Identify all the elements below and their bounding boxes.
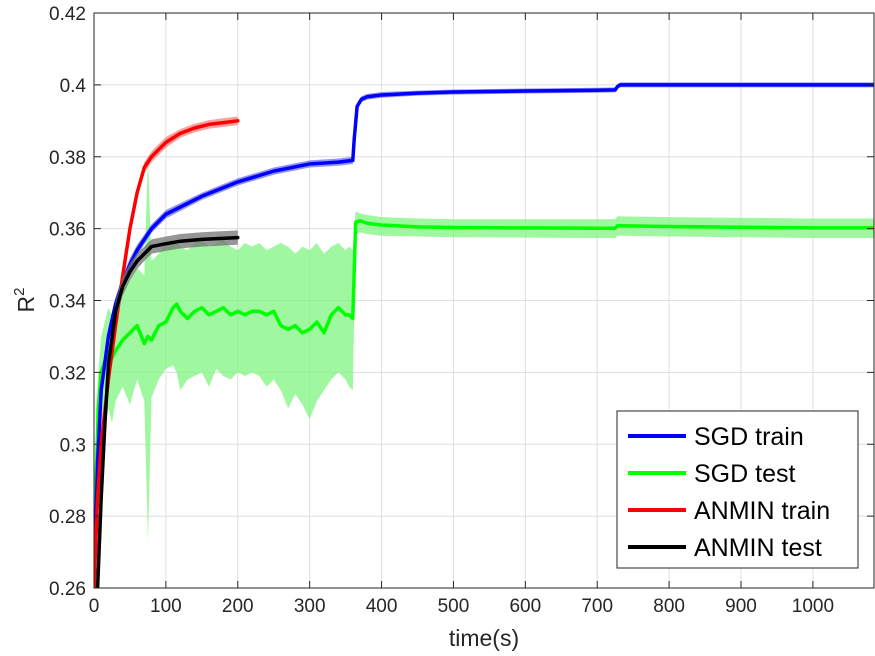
y-tick-label: 0.3 [60, 435, 86, 456]
anmin-test-line [95, 235, 240, 588]
y-tick-label: 0.32 [49, 363, 86, 384]
series-layer [94, 82, 874, 588]
y-axis-title: R2 [11, 288, 39, 313]
x-tick-label: 300 [294, 596, 326, 617]
y-tick-label: 0.4 [60, 76, 87, 97]
x-tick-label: 600 [509, 596, 541, 617]
legend-label-anmin-test: ANMIN test [694, 534, 822, 562]
legend: SGD train SGD test ANMIN train ANMIN test [616, 410, 859, 569]
legend-label-sgd-train: SGD train [694, 423, 804, 451]
y-tick-label: 0.38 [49, 148, 86, 169]
y-axis-title-superscript: 2 [11, 288, 28, 296]
x-tick-label: 900 [725, 596, 757, 617]
y-tick-label: 0.26 [49, 579, 86, 600]
legend-label-sgd-test: SGD test [694, 460, 795, 488]
sgd-test-line [94, 218, 874, 588]
x-tick-label: 800 [653, 596, 685, 617]
x-tick-label: 1000 [792, 596, 834, 617]
x-tick-label: 100 [150, 596, 182, 617]
x-tick-label: 200 [222, 596, 254, 617]
sgd-test-band [94, 156, 874, 588]
legend-label-anmin-train: ANMIN train [694, 497, 830, 525]
y-tick-label: 0.34 [49, 292, 86, 313]
y-tick-label: 0.42 [49, 4, 86, 25]
x-tick-label: 0 [89, 596, 100, 617]
y-axis-title-base: R [13, 296, 39, 313]
y-tick-label: 0.28 [49, 507, 86, 528]
x-tick-label: 700 [581, 596, 613, 617]
x-tick-label: 400 [366, 596, 398, 617]
ticks: 0 100 200 300 400 500 600 700 800 900 1000 0.26 0.28… [49, 4, 874, 617]
x-tick-label: 500 [438, 596, 470, 617]
y-tick-label: 0.36 [49, 220, 86, 241]
x-axis-title: time(s) [449, 625, 519, 651]
